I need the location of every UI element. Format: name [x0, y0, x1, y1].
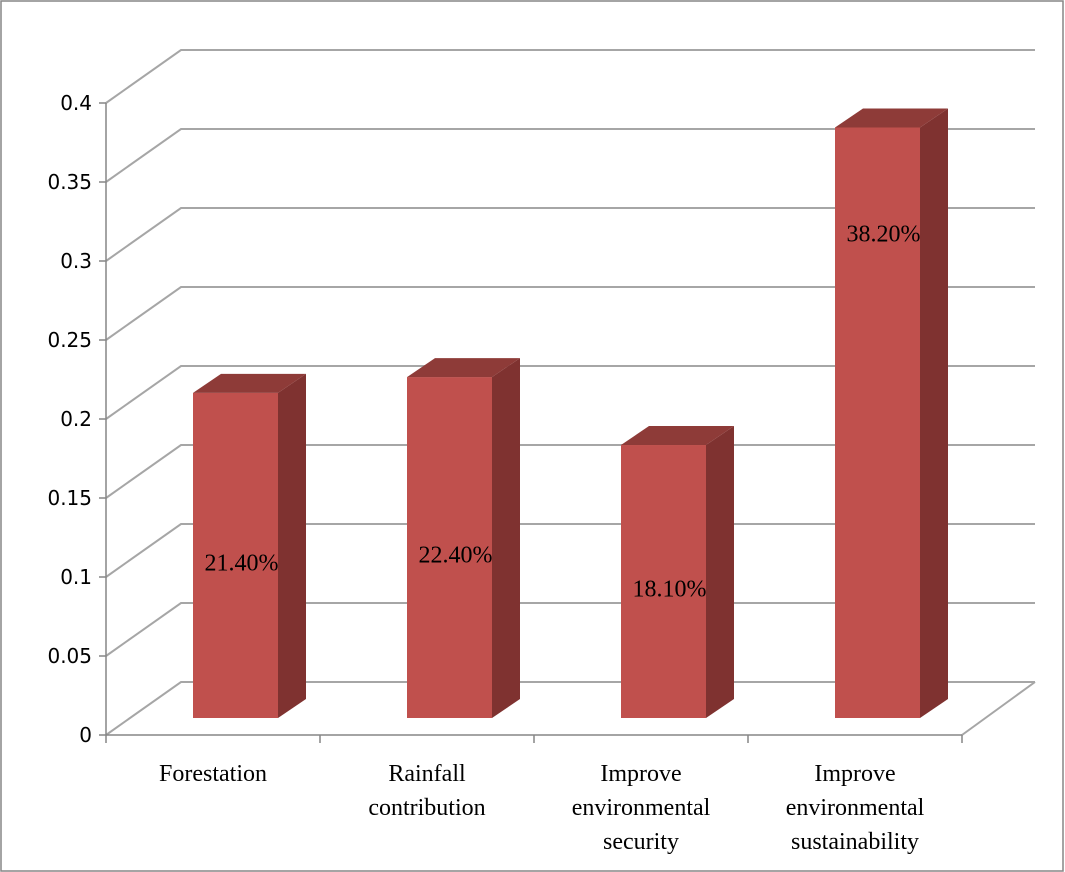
y-tick-labels: 0 0.05 0.1 0.15 0.2 0.25 0.3 0.35 0.4	[47, 91, 92, 747]
bar-side	[706, 426, 734, 718]
bar-front	[193, 392, 278, 718]
gridline	[105, 523, 1035, 578]
bar-side	[492, 358, 520, 718]
category-label-line: sustainability	[791, 829, 919, 855]
bar-1	[193, 373, 306, 718]
y-tick-label: 0.05	[47, 644, 92, 668]
floor-edge	[961, 681, 1036, 736]
y-tick-label: 0.3	[60, 249, 92, 273]
gridline	[105, 49, 1035, 104]
bar-top	[407, 358, 520, 378]
bar-top	[835, 108, 948, 128]
category-label-line: Forestation	[159, 761, 267, 787]
gridline	[105, 602, 1035, 657]
y-tick-label: 0	[79, 723, 92, 747]
bar-front	[407, 377, 492, 718]
category-label: Improve environmental security	[572, 761, 711, 855]
category-labels: Forestation Rainfall contribution Improve en…	[159, 761, 925, 855]
data-label: 21.40%	[205, 550, 279, 576]
category-label-line: security	[603, 829, 679, 855]
y-tick-label: 0.15	[47, 486, 92, 510]
gridline	[105, 128, 1035, 183]
category-label-line: Improve	[814, 761, 895, 787]
bars	[193, 108, 948, 718]
bar-front	[621, 445, 706, 718]
y-tick-label: 0.35	[47, 170, 92, 194]
bar-front	[835, 127, 920, 718]
gridline	[105, 681, 1035, 736]
y-tick-label: 0.25	[47, 328, 92, 352]
data-label: 18.10%	[633, 577, 707, 603]
category-label-line: contribution	[368, 795, 485, 821]
bar-top	[621, 426, 734, 446]
y-tick-label: 0.4	[60, 91, 92, 115]
category-label-line: environmental	[572, 795, 711, 821]
category-label: Rainfall contribution	[368, 761, 485, 821]
axes	[99, 102, 963, 743]
bar-3	[621, 426, 734, 718]
gridline	[105, 365, 1035, 420]
category-label-line: environmental	[786, 795, 925, 821]
category-label: Improve environmental sustainability	[786, 761, 925, 855]
category-label: Forestation	[159, 761, 267, 787]
data-label: 22.40%	[419, 543, 493, 569]
category-label-line: Rainfall	[388, 761, 466, 787]
y-tick-label: 0.2	[60, 407, 92, 431]
gridline	[105, 444, 1035, 499]
data-labels: 21.40% 22.40% 18.10% 38.20%	[205, 221, 921, 602]
bar-4	[835, 108, 948, 718]
bar-side	[278, 373, 306, 718]
data-label: 38.20%	[847, 221, 921, 247]
grid	[105, 49, 1036, 736]
bar-top	[193, 373, 306, 393]
bar-side	[920, 108, 948, 718]
category-label-line: Improve	[600, 761, 681, 787]
bar-2	[407, 358, 520, 718]
y-tick-label: 0.1	[60, 565, 92, 589]
gridline	[105, 286, 1035, 341]
gridline	[105, 207, 1035, 262]
